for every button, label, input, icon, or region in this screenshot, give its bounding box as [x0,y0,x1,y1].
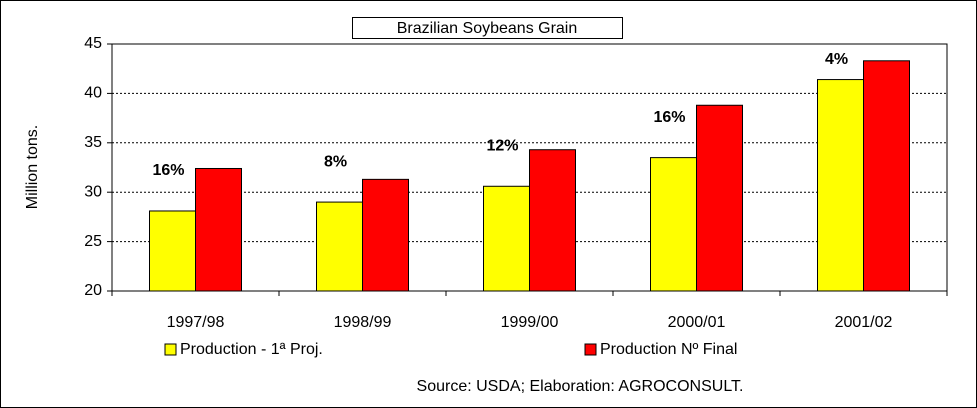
y-tick-label: 35 [84,134,102,151]
y-axis-label: Million tons. [24,125,41,209]
x-tick-label: 2001/02 [835,314,893,331]
bar [149,210,196,292]
x-tick-label: 1997/98 [167,314,225,331]
annotation: 12% [486,137,518,154]
x-tick-label: 2000/01 [668,314,726,331]
bar [817,79,864,292]
x-tick-label: 1999/00 [501,314,559,331]
y-tick-label: 20 [84,282,102,299]
bar [316,201,363,292]
x-tick-label: 1998/99 [334,314,392,331]
y-tick-label: 30 [84,183,102,200]
y-tick-label: 40 [84,85,102,102]
y-tick-label: 25 [84,233,102,250]
annotation: 16% [653,109,685,126]
title-box [352,17,623,39]
bar [483,185,530,292]
bar [696,104,743,292]
legend-swatch [164,343,177,356]
annotation: 16% [152,162,184,179]
bar [529,149,576,292]
annotation: 4% [825,51,848,68]
legend-swatch [584,343,597,356]
bar [195,167,242,292]
bar [863,60,910,292]
bar [650,157,697,292]
y-tick-label: 45 [84,35,102,52]
legend-label: Production Nº Final [600,341,737,358]
bar [362,178,409,292]
annotation: 8% [324,153,347,170]
legend-label: Production - 1ª Proj. [180,341,323,358]
source-note: Source: USDA; Elaboration: AGROCONSULT. [417,378,744,395]
chart-title: Brazilian Soybeans Grain [397,20,578,37]
